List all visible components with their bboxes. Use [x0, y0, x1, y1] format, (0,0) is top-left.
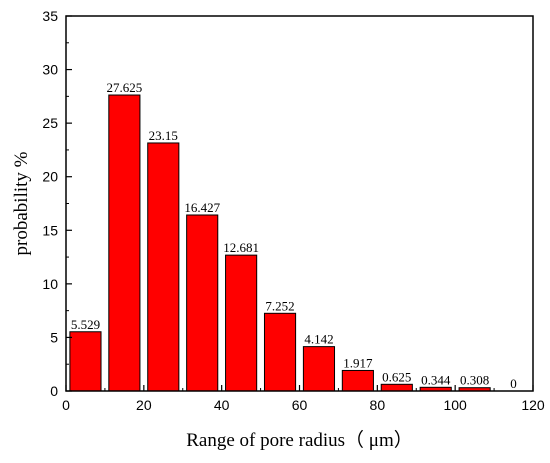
- y-tick-label: 15: [42, 222, 58, 238]
- bar-value-label: 27.625: [107, 80, 143, 95]
- bar-value-label: 16.427: [184, 200, 220, 215]
- y-tick-label: 0: [50, 383, 58, 399]
- y-tick-label: 30: [42, 62, 58, 78]
- bar-value-label: 0.344: [421, 372, 451, 387]
- bar: [147, 142, 180, 392]
- bar: [302, 346, 336, 392]
- x-tick-label: 0: [62, 397, 70, 413]
- y-tick-label: 10: [42, 276, 58, 292]
- y-tick-label: 20: [42, 169, 58, 185]
- bar-value-label: 23.15: [149, 128, 178, 143]
- bar-value-label: 0.625: [382, 369, 411, 384]
- x-tick-label: 40: [214, 397, 230, 413]
- x-tick-label: 60: [292, 397, 308, 413]
- bar: [186, 214, 219, 392]
- y-tick-label: 5: [50, 329, 58, 345]
- bar-value-label: 1.917: [343, 355, 373, 370]
- value-labels-group: 5.529 27.625 23.15 16.427 12.681 7.252 4.142 1.…: [71, 80, 517, 391]
- x-tick-label: 120: [521, 397, 545, 413]
- bar-value-label: 0.308: [460, 373, 489, 388]
- x-tick-label: 80: [370, 397, 386, 413]
- y-axis-title: probability %: [11, 151, 32, 255]
- bars-group: [69, 94, 491, 392]
- bar-value-label: 5.529: [71, 317, 100, 332]
- plot-frame: [65, 15, 534, 392]
- bar: [263, 312, 297, 392]
- bar: [225, 254, 258, 392]
- x-tick-label: 100: [443, 397, 467, 413]
- bar: [69, 331, 102, 392]
- bar-value-label: 4.142: [304, 332, 333, 347]
- x-tick-label: 20: [136, 397, 152, 413]
- bar: [108, 94, 141, 392]
- bar-value-label: 7.252: [265, 298, 294, 313]
- y-tick-label: 25: [42, 115, 58, 131]
- bar: [380, 383, 413, 392]
- bar-value-label: 0: [510, 376, 517, 391]
- x-axis-title: Range of pore radius（ μm）: [186, 429, 413, 451]
- bar-value-label: 12.681: [223, 240, 259, 255]
- y-tick-label: 35: [42, 8, 58, 24]
- bar: [341, 369, 374, 392]
